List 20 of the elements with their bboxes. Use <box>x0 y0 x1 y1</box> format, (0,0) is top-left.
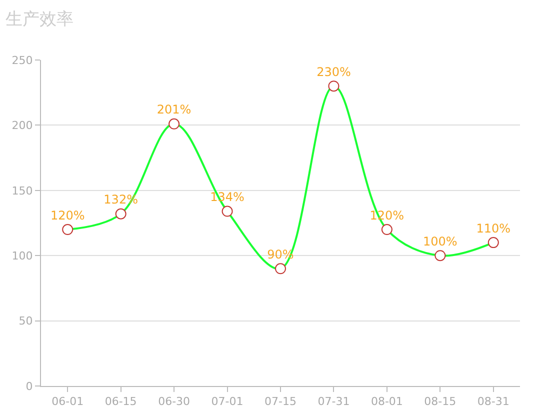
x-tick-label: 06-15 <box>104 395 137 408</box>
x-tick-label: 06-30 <box>158 395 190 408</box>
data-label: 230% <box>316 64 351 79</box>
data-label: 100% <box>423 234 458 248</box>
x-tick-label: 07-31 <box>318 395 350 408</box>
y-tick-label: 200 <box>12 119 33 132</box>
x-tick-label: 07-01 <box>211 395 244 408</box>
data-label: 120% <box>50 208 85 222</box>
x-tick-label: 06-01 <box>52 395 84 408</box>
x-tick-label: 08-15 <box>424 395 456 408</box>
data-label: 110% <box>476 221 511 236</box>
y-tick-label: 50 <box>18 314 33 328</box>
x-tick-label: 07-15 <box>264 395 296 408</box>
x-tick-label: 08-31 <box>477 395 510 408</box>
y-tick-label: 150 <box>12 184 33 198</box>
data-label: 201% <box>156 102 192 117</box>
y-tick-label: 250 <box>12 54 33 67</box>
x-tick-label: 08-01 <box>370 395 403 408</box>
y-tick-label: 0 <box>26 380 33 393</box>
y-tick-label: 100 <box>12 249 33 262</box>
